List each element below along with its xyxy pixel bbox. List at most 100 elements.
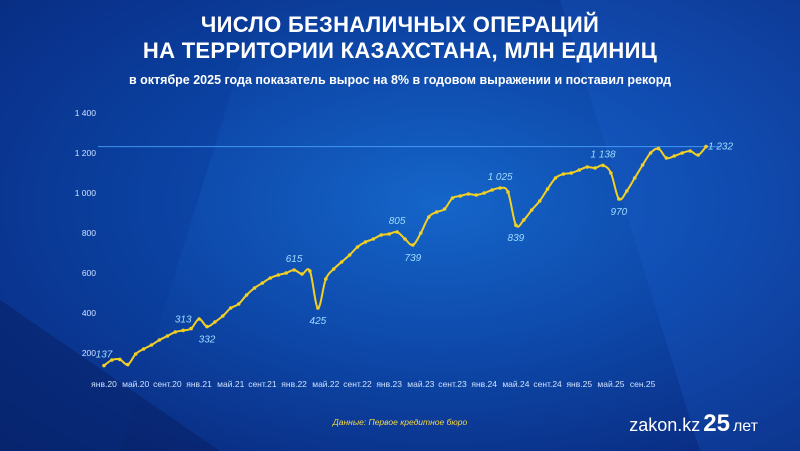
data-label: 839	[508, 233, 525, 244]
data-point	[331, 267, 336, 271]
logo-suffix: лет	[732, 418, 758, 435]
data-point	[205, 324, 209, 329]
x-tick-label: янв.21	[186, 379, 212, 389]
data-point	[601, 163, 605, 168]
y-axis: 200 400 600 800 1 000 1 200 1 400	[75, 108, 97, 358]
data-point	[696, 153, 700, 157]
chart-subtitle: в октябре 2025 года показатель вырос на …	[128, 73, 672, 87]
data-point	[324, 277, 328, 281]
data-point	[640, 163, 645, 167]
x-tick-label: май.25	[597, 379, 624, 389]
data-point	[522, 218, 526, 222]
data-point	[316, 306, 320, 310]
y-tick-label: 600	[82, 268, 96, 278]
data-point	[126, 362, 130, 367]
data-point	[141, 347, 146, 351]
y-tick-label: 1 200	[75, 148, 97, 158]
data-point	[221, 314, 225, 318]
data-point	[648, 151, 653, 155]
x-tick-label: сент.23	[438, 379, 467, 389]
data-point	[680, 151, 684, 155]
data-point	[450, 196, 455, 200]
data-label: 615	[286, 254, 303, 265]
data-point	[411, 243, 415, 247]
data-point	[102, 363, 106, 368]
data-point	[395, 230, 399, 234]
data-point	[371, 237, 376, 241]
data-point	[244, 293, 249, 297]
data-point	[236, 302, 241, 306]
data-label: 332	[199, 335, 216, 346]
data-point	[252, 286, 257, 290]
data-label: 739	[405, 253, 422, 264]
chart-title-line1: ЧИСЛО БЕЗНАЛИЧНЫХ ОПЕРАЦИЙ	[200, 12, 600, 37]
data-point	[474, 193, 479, 197]
x-tick-label: май.24	[502, 379, 529, 389]
data-point	[165, 334, 170, 338]
data-point	[625, 189, 629, 193]
data-point	[213, 320, 217, 324]
y-tick-label: 1 000	[75, 188, 97, 198]
x-tick-label: янв.20	[91, 379, 117, 389]
data-point	[672, 154, 677, 158]
chart-title: ЧИСЛО БЕЗНАЛИЧНЫХ ОПЕРАЦИЙ НА ТЕРРИТОРИИ…	[0, 12, 800, 64]
data-point	[403, 237, 407, 241]
data-point	[434, 210, 439, 214]
x-tick-label: май.22	[312, 379, 339, 389]
data-point	[514, 223, 518, 227]
x-tick-label: май.21	[217, 379, 244, 389]
x-tick-label: янв.25	[566, 379, 592, 389]
data-point	[355, 245, 360, 249]
data-label: 1 025	[488, 172, 513, 183]
x-tick-label: сен.25	[630, 379, 656, 389]
data-point	[379, 233, 384, 237]
data-point	[268, 276, 273, 280]
data-point	[387, 232, 392, 236]
data-point	[577, 168, 582, 172]
x-axis: янв.20 май.20 сент.20 янв.21 май.21 сент.21 ян…	[91, 379, 655, 389]
data-label: 1 138	[590, 149, 615, 160]
y-tick-label: 1 400	[75, 108, 97, 118]
x-tick-label: янв.23	[376, 379, 402, 389]
y-tick-label: 800	[82, 228, 96, 238]
data-point	[133, 352, 138, 356]
data-point	[300, 272, 304, 276]
data-point	[181, 328, 185, 333]
data-point	[569, 171, 574, 175]
logo-number: 25	[703, 410, 730, 437]
data-point	[664, 156, 669, 160]
x-tick-label: май.23	[407, 379, 434, 389]
data-point	[189, 326, 193, 331]
data-point	[585, 165, 589, 169]
logo-site: zakon.kz	[629, 415, 701, 435]
x-tick-label: май.20	[122, 379, 149, 389]
data-point	[118, 357, 122, 362]
data-point	[419, 231, 423, 235]
data-point	[688, 149, 692, 153]
data-point	[157, 338, 162, 342]
data-point	[617, 197, 621, 201]
x-tick-label: янв.24	[471, 379, 497, 389]
data-point	[308, 269, 312, 273]
data-point	[656, 146, 661, 151]
chart-title-line2: НА ТЕРРИТОРИИ КАЗАХСТАНА, МЛН ЕДИНИЦ	[142, 38, 658, 63]
data-point	[632, 176, 637, 180]
x-tick-label: сент.24	[533, 379, 562, 389]
data-label: 425	[310, 316, 327, 327]
data-point	[427, 215, 431, 219]
data-point	[110, 358, 114, 362]
x-tick-label: янв.22	[281, 379, 307, 389]
data-label: 970	[611, 207, 628, 218]
data-point	[284, 271, 289, 275]
data-point	[292, 268, 296, 272]
x-tick-label: сент.21	[248, 379, 277, 389]
data-point	[704, 144, 708, 149]
series-points	[102, 144, 708, 368]
y-tick-label: 200	[82, 348, 96, 358]
data-point	[363, 240, 368, 244]
y-tick-label: 400	[82, 308, 96, 318]
data-point	[347, 253, 352, 257]
data-label: 1 232	[708, 142, 733, 153]
data-point	[553, 176, 558, 180]
